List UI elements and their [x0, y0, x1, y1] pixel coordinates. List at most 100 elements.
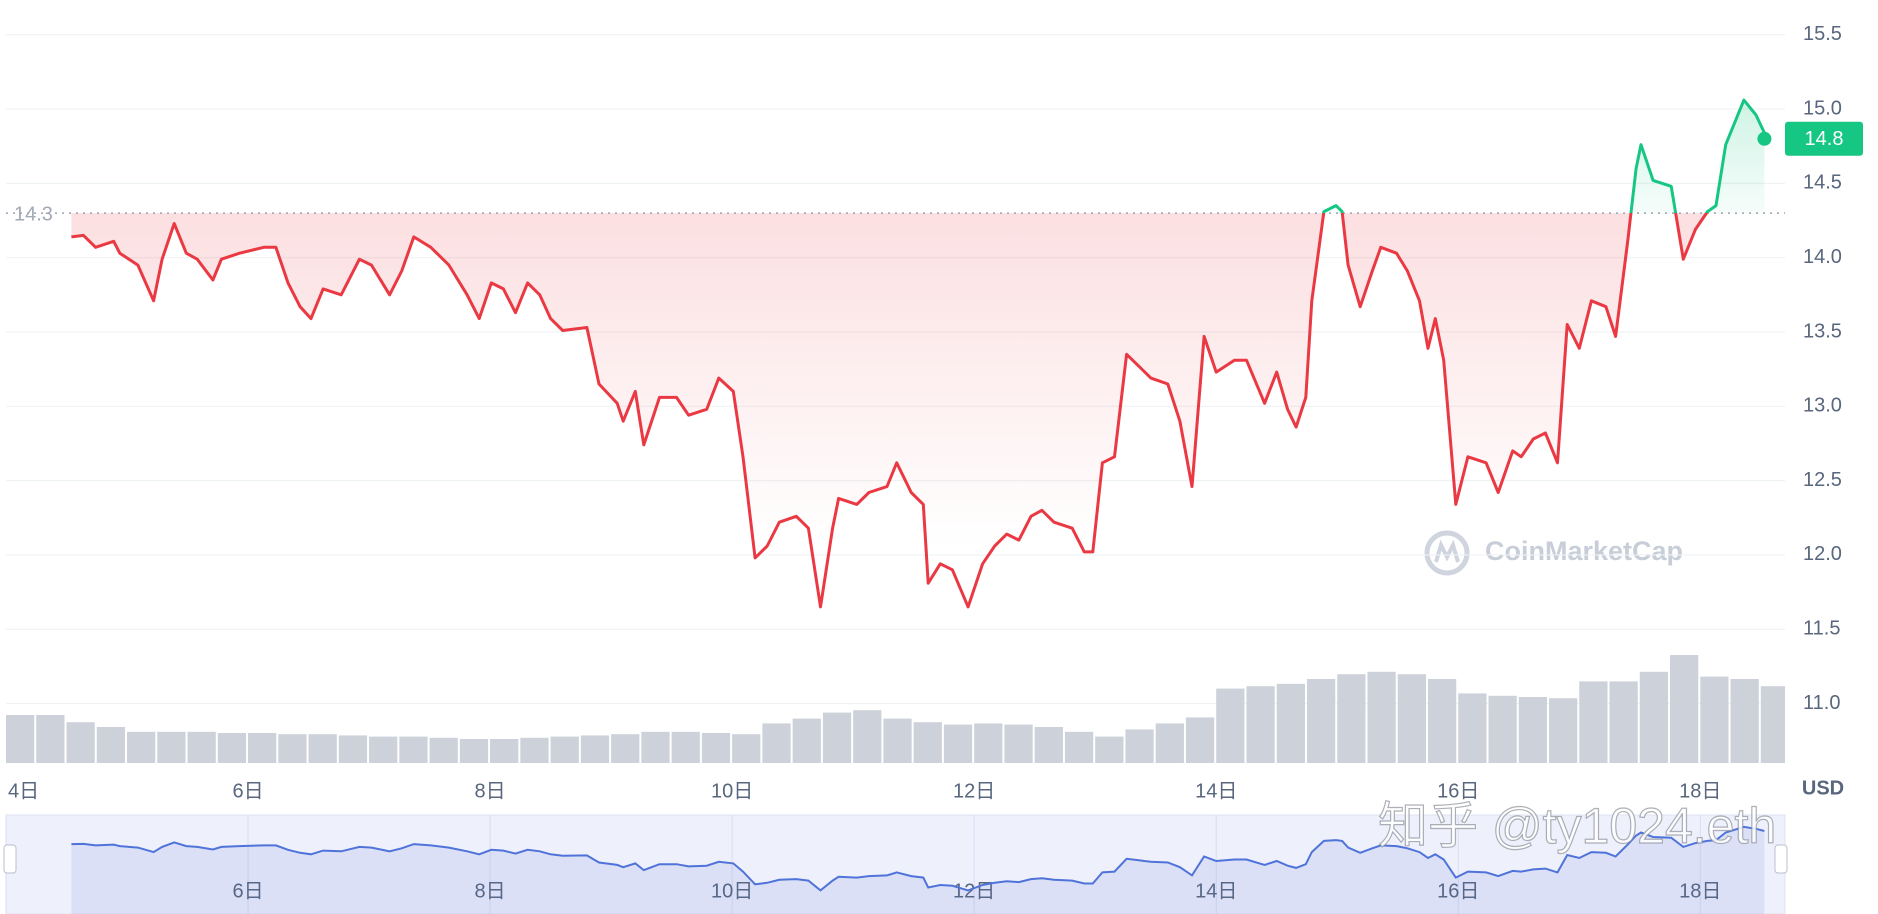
navigator-tick-label: 12日 — [953, 880, 995, 902]
y-tick-label: 14.0 — [1803, 246, 1842, 268]
volume-bar — [974, 723, 1003, 763]
volume-bar — [822, 712, 852, 763]
volume-bar — [1549, 698, 1578, 763]
y-tick-label: 15.0 — [1803, 97, 1842, 119]
navigator-tick-label: 14日 — [1195, 880, 1237, 902]
y-tick-label: 12.5 — [1803, 469, 1842, 491]
volume-bar — [1579, 681, 1608, 763]
navigator-area — [71, 826, 1765, 914]
x-tick-label: 10日 — [711, 780, 753, 802]
volume-bar — [1518, 697, 1548, 763]
volume-bar — [520, 737, 549, 763]
watermark: CoinMarketCap — [1485, 536, 1683, 566]
navigator-handle[interactable] — [3, 844, 17, 874]
x-tick-label: 12日 — [953, 780, 995, 802]
volume-bar — [1609, 681, 1638, 763]
x-tick-label: 4日 — [8, 780, 39, 802]
volume-bar — [1306, 679, 1336, 763]
volume-bar — [1488, 695, 1517, 763]
navigator-tick-label: 18日 — [1679, 880, 1721, 902]
reference-label: 14.3 — [14, 203, 53, 225]
volume-bar — [96, 727, 126, 763]
volume-bar — [1155, 723, 1184, 763]
volume-bar — [399, 736, 428, 763]
navigator-background — [5, 814, 1786, 914]
volume-bar — [217, 733, 247, 763]
volume-bar — [671, 731, 700, 763]
volume-bar — [490, 739, 519, 763]
volume-bar — [1276, 683, 1305, 763]
price-line — [71, 98, 1766, 609]
volume-bar — [762, 723, 791, 763]
volume-bar — [369, 736, 398, 763]
volume-bar — [66, 722, 95, 763]
volume-bar — [1185, 717, 1215, 763]
volume-bar — [36, 715, 65, 763]
volume-bar — [1095, 736, 1124, 763]
volume-bar — [550, 736, 579, 763]
volume-bar — [1004, 724, 1033, 763]
navigator-tick-label: 8日 — [475, 880, 506, 902]
price-area — [71, 100, 1765, 607]
volume-bar — [1367, 671, 1396, 763]
navigator-handle[interactable] — [1774, 844, 1788, 874]
volume-bar — [701, 733, 731, 763]
volume-bar — [459, 739, 489, 763]
current-price-label: 14.8 — [1805, 128, 1844, 150]
watermark: 知乎 @ty1024.eth — [1378, 798, 1776, 854]
x-tick-label: 6日 — [232, 780, 263, 802]
volume-bar — [1337, 674, 1366, 763]
volume-bar — [1760, 686, 1785, 763]
volume-bar — [308, 734, 337, 763]
y-tick-label: 15.5 — [1803, 23, 1842, 45]
navigator-tick-label: 16日 — [1437, 880, 1479, 902]
volume-bar — [1458, 693, 1487, 763]
volume-bar — [187, 731, 216, 763]
volume-bar — [1246, 686, 1275, 763]
volume-bar — [943, 724, 973, 763]
volume-bar — [1216, 688, 1245, 763]
volume-bar — [883, 718, 912, 763]
volume-bar — [1427, 679, 1457, 763]
x-tick-label: 8日 — [475, 780, 506, 802]
volume-bar — [1670, 655, 1699, 763]
x-tick-label: 14日 — [1195, 780, 1237, 802]
volume-bar — [1397, 674, 1426, 763]
navigator-tick-label: 6日 — [232, 880, 263, 902]
coinmarketcap-logo — [1424, 530, 1470, 576]
currency-label: USD — [1802, 777, 1844, 799]
volume-bar — [1034, 727, 1063, 763]
volume-bar — [1730, 679, 1759, 763]
volume-bar — [1639, 671, 1669, 763]
volume-bar — [248, 733, 277, 763]
volume-bar — [853, 710, 882, 763]
volume-bar — [580, 735, 610, 763]
volume-bar — [913, 722, 942, 763]
volume-bar — [641, 731, 670, 763]
current-price-dot — [1757, 131, 1772, 146]
volume-bar — [1700, 676, 1729, 763]
navigator-line — [71, 825, 1765, 892]
volume-bar — [338, 735, 368, 763]
volume-bar — [278, 734, 307, 763]
volume-bar — [732, 734, 761, 763]
volume-bar — [6, 715, 35, 763]
navigator-tick-label: 10日 — [711, 880, 753, 902]
volume-bar — [1125, 729, 1154, 763]
volume-bar — [157, 731, 186, 763]
y-tick-label: 13.0 — [1803, 395, 1842, 417]
current-price-badge — [1785, 121, 1863, 156]
y-tick-label: 13.5 — [1803, 320, 1842, 342]
y-tick-label: 14.5 — [1803, 172, 1842, 194]
volume-bar — [611, 734, 640, 763]
volume-bar — [429, 737, 458, 763]
x-tick-label: 16日 — [1437, 780, 1479, 802]
volume-bar — [1064, 731, 1094, 763]
y-tick-label: 11.5 — [1803, 618, 1840, 640]
volume-bar — [127, 731, 156, 763]
y-tick-label: 11.0 — [1803, 692, 1840, 714]
x-tick-label: 18日 — [1679, 780, 1721, 802]
volume-bar — [792, 718, 821, 763]
